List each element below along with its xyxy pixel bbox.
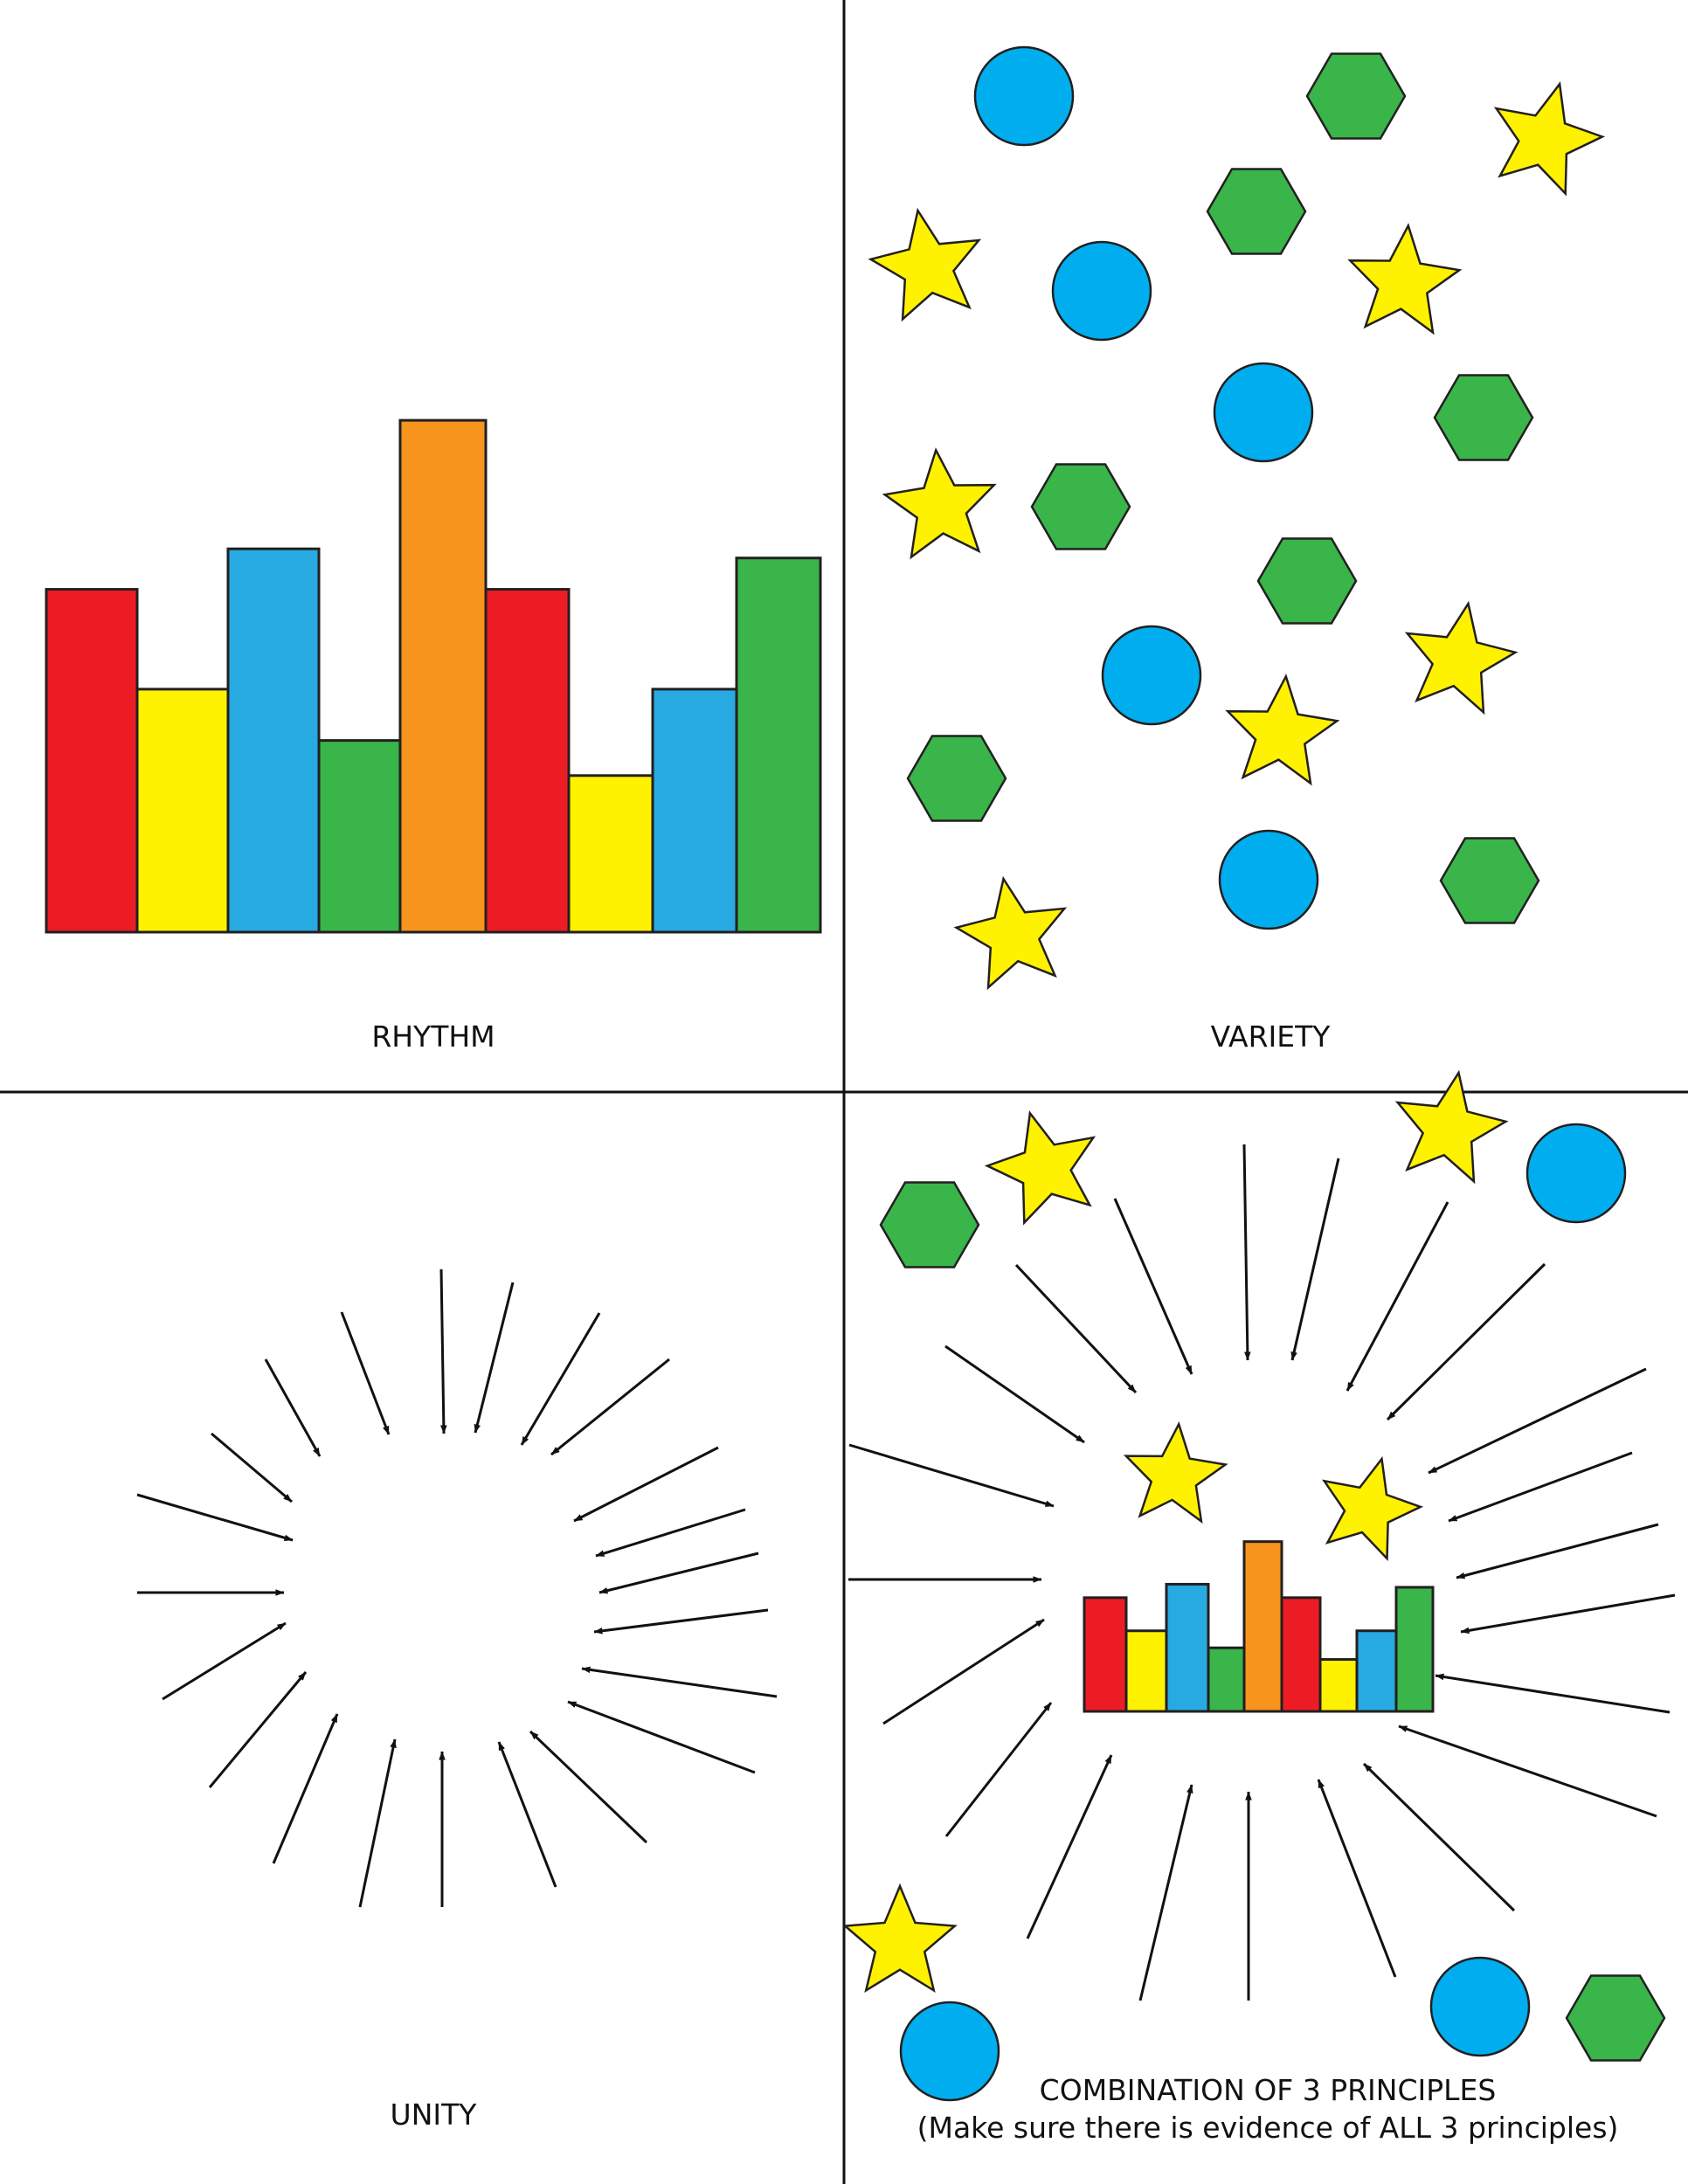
rhythm-bar <box>317 739 402 934</box>
combination-arrow-group <box>848 1144 1676 2001</box>
rhythm-bar <box>45 588 139 934</box>
combination-label: COMBINATION OF 3 PRINCIPLES <box>1040 2073 1497 2107</box>
arrow-icon <box>162 1621 287 1701</box>
arrow-icon <box>272 1713 339 1864</box>
arrow-icon <box>497 1741 557 1888</box>
yellow-star-icon <box>1321 1455 1424 1562</box>
arrow-icon <box>1448 1451 1633 1523</box>
rhythm-bar <box>226 547 321 934</box>
blue-circle-icon <box>1213 362 1314 463</box>
arrow-icon <box>1290 1158 1340 1361</box>
arrow-icon <box>1362 1762 1516 1912</box>
blue-circle-icon <box>1101 625 1202 726</box>
green-hexagon-icon <box>1256 537 1358 625</box>
green-hexagon-icon <box>906 735 1007 822</box>
rhythm-bar <box>484 588 571 934</box>
green-hexagon-icon <box>1439 837 1540 924</box>
rhythm-bar <box>1165 1582 1210 1713</box>
rhythm-bar-group <box>45 418 822 934</box>
blue-circle-icon <box>899 2001 1000 2102</box>
arrow-icon <box>1242 1144 1251 1361</box>
arrow-icon <box>550 1358 670 1456</box>
rhythm-bar <box>1394 1586 1435 1713</box>
arrow-icon <box>211 1432 293 1503</box>
green-hexagon-icon <box>879 1181 980 1268</box>
yellow-star-icon <box>953 875 1068 991</box>
yellow-star-icon <box>1347 223 1463 335</box>
combination-sublabel: (Make sure there is evidence of ALL 3 pr… <box>917 2111 1619 2145</box>
arrow-icon <box>1026 1754 1113 1939</box>
rhythm-bar <box>735 556 822 934</box>
rhythm-bar <box>1124 1629 1168 1713</box>
rhythm-bar <box>135 688 230 934</box>
arrow-icon <box>1014 1263 1138 1394</box>
arrow-icon <box>358 1738 397 1908</box>
arrow-icon <box>944 1702 1053 1837</box>
arrow-icon <box>529 1730 648 1844</box>
arrow-icon <box>1346 1201 1449 1392</box>
rhythm-bar <box>567 774 654 934</box>
blue-circle-icon <box>1051 240 1152 342</box>
rhythm-bar <box>1242 1540 1283 1713</box>
arrow-icon <box>1317 1779 1397 1978</box>
rhythm-bar <box>1083 1596 1128 1713</box>
blue-circle-icon <box>1525 1123 1627 1224</box>
yellow-star-icon <box>1225 674 1340 786</box>
rhythm-bar <box>1318 1658 1359 1713</box>
arrow-icon <box>595 1508 746 1558</box>
arrow-icon <box>1456 1523 1659 1579</box>
arrow-icon <box>208 1671 308 1788</box>
arrow-icon <box>1113 1198 1193 1375</box>
arrow-icon <box>573 1446 719 1523</box>
yellow-star-icon <box>882 447 997 560</box>
arrow-icon <box>136 1493 294 1542</box>
arrow-icon <box>1428 1367 1647 1475</box>
variety-shape-group <box>868 45 1606 991</box>
arrow-icon <box>340 1311 391 1435</box>
arrow-icon <box>598 1552 759 1594</box>
rhythm-bar <box>1280 1596 1322 1713</box>
yellow-star-icon <box>1493 81 1606 197</box>
yellow-star-icon <box>868 207 982 322</box>
green-hexagon-icon <box>1305 52 1407 140</box>
yellow-star-icon <box>842 1883 958 1994</box>
arrow-icon <box>944 1344 1085 1444</box>
blue-circle-icon <box>973 45 1075 147</box>
arrow-icon <box>520 1312 601 1446</box>
arrow-icon <box>264 1358 322 1457</box>
yellow-star-icon <box>1123 1420 1228 1524</box>
green-hexagon-icon <box>1565 1974 1666 2062</box>
unity-label: UNITY <box>391 2098 478 2132</box>
arrow-icon <box>581 1666 778 1698</box>
arrow-icon <box>474 1282 515 1434</box>
combination-shape-group <box>842 1069 1666 2102</box>
unity-arrow-group <box>136 1268 778 1908</box>
arrow-icon <box>439 1268 447 1434</box>
arrow-icon <box>1138 1784 1193 2001</box>
rhythm-bar <box>1207 1646 1246 1713</box>
arrow-icon <box>1398 1724 1657 1818</box>
yellow-star-icon <box>1394 1069 1509 1185</box>
blue-circle-icon <box>1218 829 1319 930</box>
arrow-icon <box>882 1618 1045 1725</box>
green-hexagon-icon <box>1433 374 1534 461</box>
rhythm-bar <box>398 418 488 934</box>
green-hexagon-icon <box>1030 463 1131 550</box>
combination-bar-group <box>1083 1540 1435 1713</box>
arrow-icon <box>1460 1593 1676 1635</box>
yellow-star-icon <box>1404 600 1519 715</box>
arrow-icon <box>1386 1262 1546 1421</box>
arrow-icon <box>567 1700 756 1774</box>
yellow-star-icon <box>984 1110 1097 1226</box>
arrow-icon <box>848 1443 1055 1508</box>
rhythm-bar <box>651 688 738 934</box>
blue-circle-icon <box>1429 1956 1531 2057</box>
rhythm-label: RHYTHM <box>371 1019 495 1054</box>
arrow-icon <box>1435 1673 1671 1714</box>
arrow-icon <box>593 1608 769 1635</box>
rhythm-bar <box>1355 1629 1398 1713</box>
variety-label: VARIETY <box>1211 1019 1332 1054</box>
green-hexagon-icon <box>1206 168 1307 255</box>
